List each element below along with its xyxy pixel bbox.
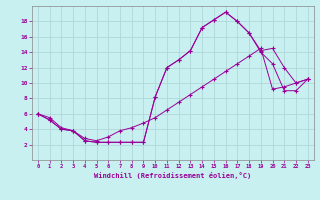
X-axis label: Windchill (Refroidissement éolien,°C): Windchill (Refroidissement éolien,°C) bbox=[94, 172, 252, 179]
